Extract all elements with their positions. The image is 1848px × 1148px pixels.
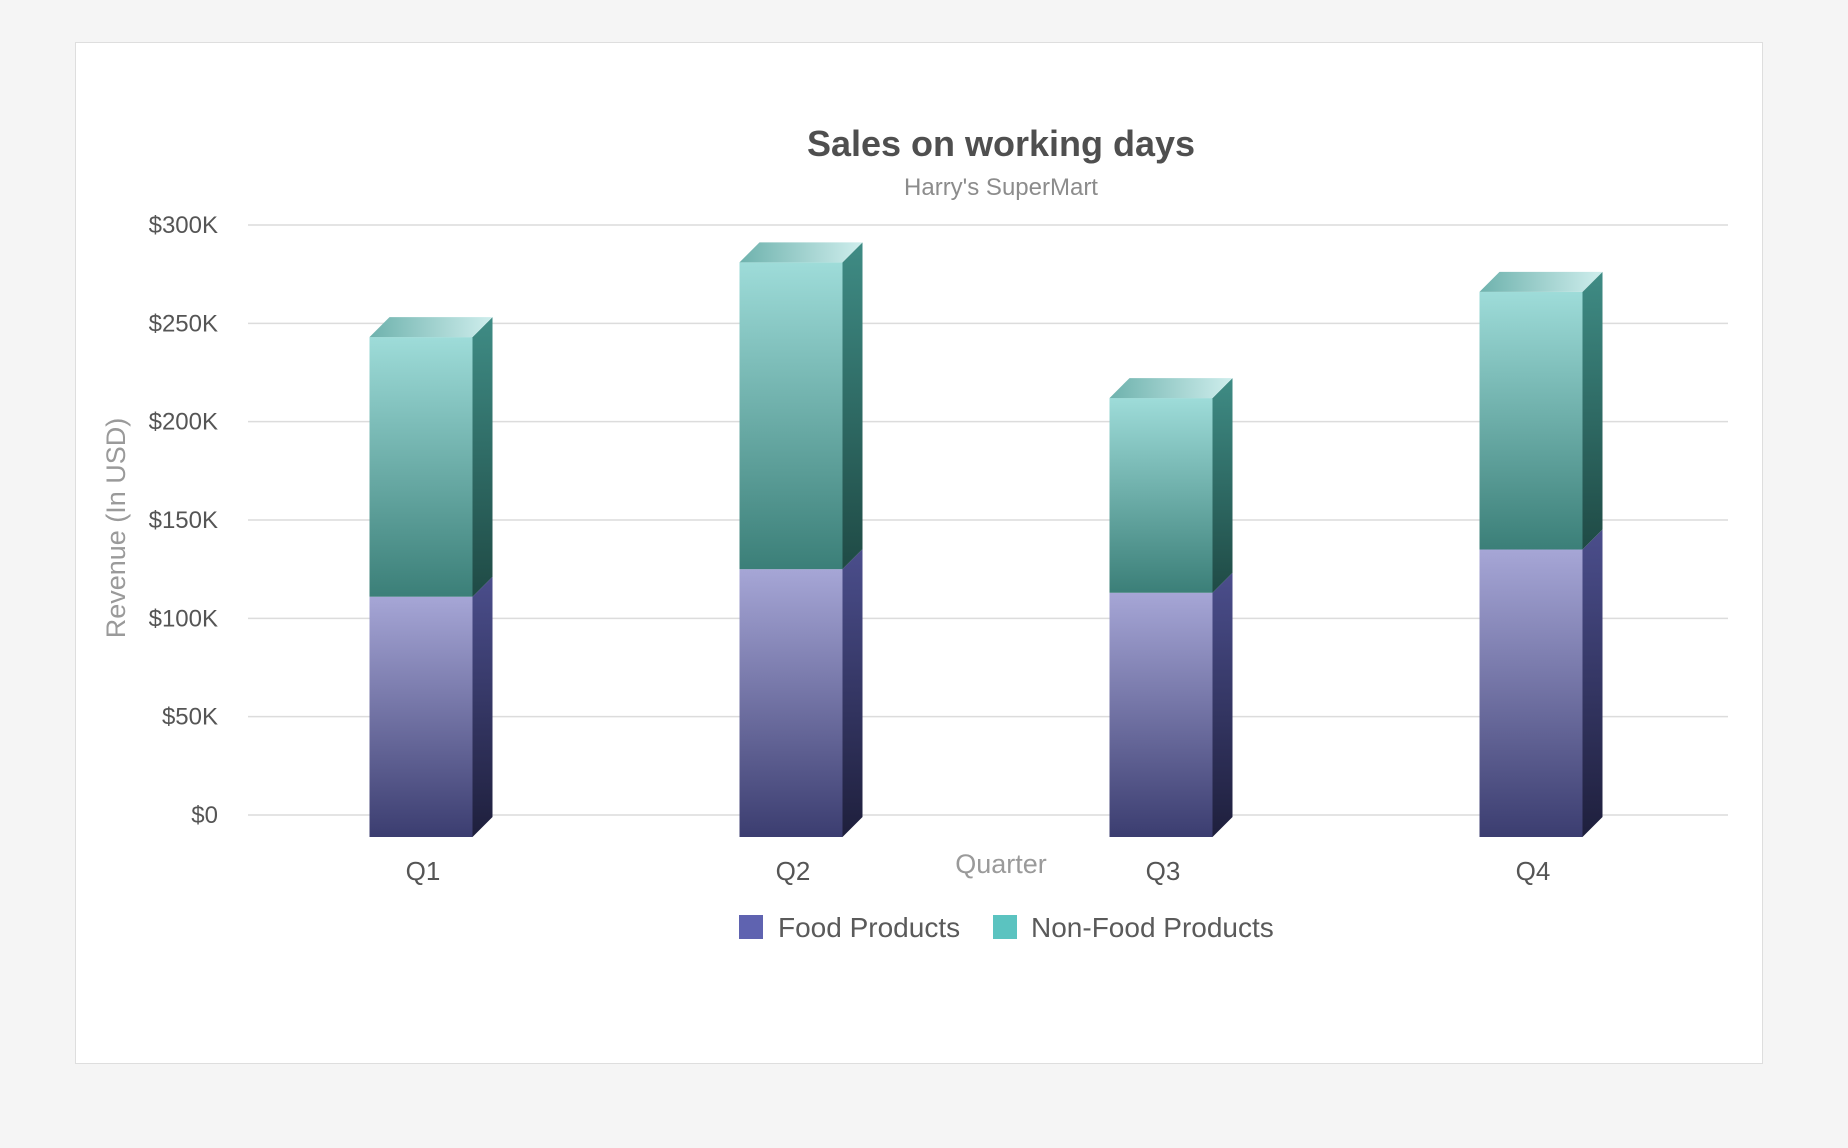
legend-label-nonfood: Non-Food Products: [1031, 912, 1274, 943]
bar-top-q4: [1479, 271, 1603, 292]
legend-swatch-nonfood: [993, 915, 1017, 939]
chart-svg: Sales on working days Harry's SuperMart …: [101, 123, 1728, 943]
bar-group-q1: [369, 317, 493, 837]
bar-group-q3: [1109, 378, 1233, 837]
y-tick-label: $300K: [149, 212, 218, 239]
y-tick-label: $250K: [149, 310, 218, 337]
grid-layer: [248, 224, 1728, 816]
bar-side-nonfood-q1: [472, 317, 493, 597]
bar-side-food-q3: [1212, 572, 1233, 837]
x-axis-title: Quarter: [955, 849, 1047, 879]
bar-nonfood-q3[interactable]: [1109, 398, 1213, 593]
chart-card: Sales on working days Harry's SuperMart …: [75, 42, 1763, 1064]
bar-side-nonfood-q4: [1582, 271, 1603, 550]
bar-group-q4: [1479, 271, 1603, 838]
bar-nonfood-q2[interactable]: [739, 262, 843, 570]
x-tick-label-q2: Q2: [776, 856, 811, 886]
y-tick-label: $50K: [162, 704, 218, 731]
legend: Food Products Non-Food Products: [739, 912, 1274, 943]
bar-side-nonfood-q3: [1212, 378, 1233, 593]
bar-side-food-q2: [842, 549, 863, 837]
bar-food-q3[interactable]: [1109, 592, 1213, 837]
bar-side-food-q4: [1582, 529, 1603, 837]
x-tick-label-q1: Q1: [406, 856, 441, 886]
x-tick-label-q3: Q3: [1146, 856, 1181, 886]
legend-label-food: Food Products: [778, 912, 960, 943]
bar-top-q3: [1109, 378, 1233, 399]
x-axis-ticks: Q1 Q2 Q3 Q4: [406, 856, 1551, 886]
y-axis-ticks: $0 $50K $100K $150K $200K $250K $300K: [149, 212, 218, 829]
y-tick-label: $0: [191, 802, 218, 829]
y-axis-title: Revenue (In USD): [101, 418, 131, 639]
bar-side-nonfood-q2: [842, 242, 863, 570]
y-tick-label: $150K: [149, 507, 218, 534]
bar-nonfood-q4[interactable]: [1479, 291, 1583, 550]
bar-food-q1[interactable]: [369, 596, 473, 837]
bar-top-q1: [369, 317, 493, 338]
x-tick-label-q4: Q4: [1516, 856, 1551, 886]
chart-title: Sales on working days: [807, 123, 1195, 164]
legend-item-nonfood[interactable]: Non-Food Products: [993, 912, 1274, 943]
bar-nonfood-q1[interactable]: [369, 337, 473, 597]
legend-item-food[interactable]: Food Products: [739, 912, 960, 943]
y-tick-label: $200K: [149, 409, 218, 436]
y-tick-label: $100K: [149, 605, 218, 632]
bar-top-q2: [739, 242, 863, 263]
bar-layer: [369, 242, 1603, 838]
legend-swatch-food: [739, 915, 763, 939]
bar-group-q2: [739, 242, 863, 837]
bar-food-q2[interactable]: [739, 569, 843, 837]
bar-side-food-q1: [472, 576, 493, 837]
bar-food-q4[interactable]: [1479, 549, 1583, 838]
chart-subtitle: Harry's SuperMart: [904, 174, 1098, 201]
